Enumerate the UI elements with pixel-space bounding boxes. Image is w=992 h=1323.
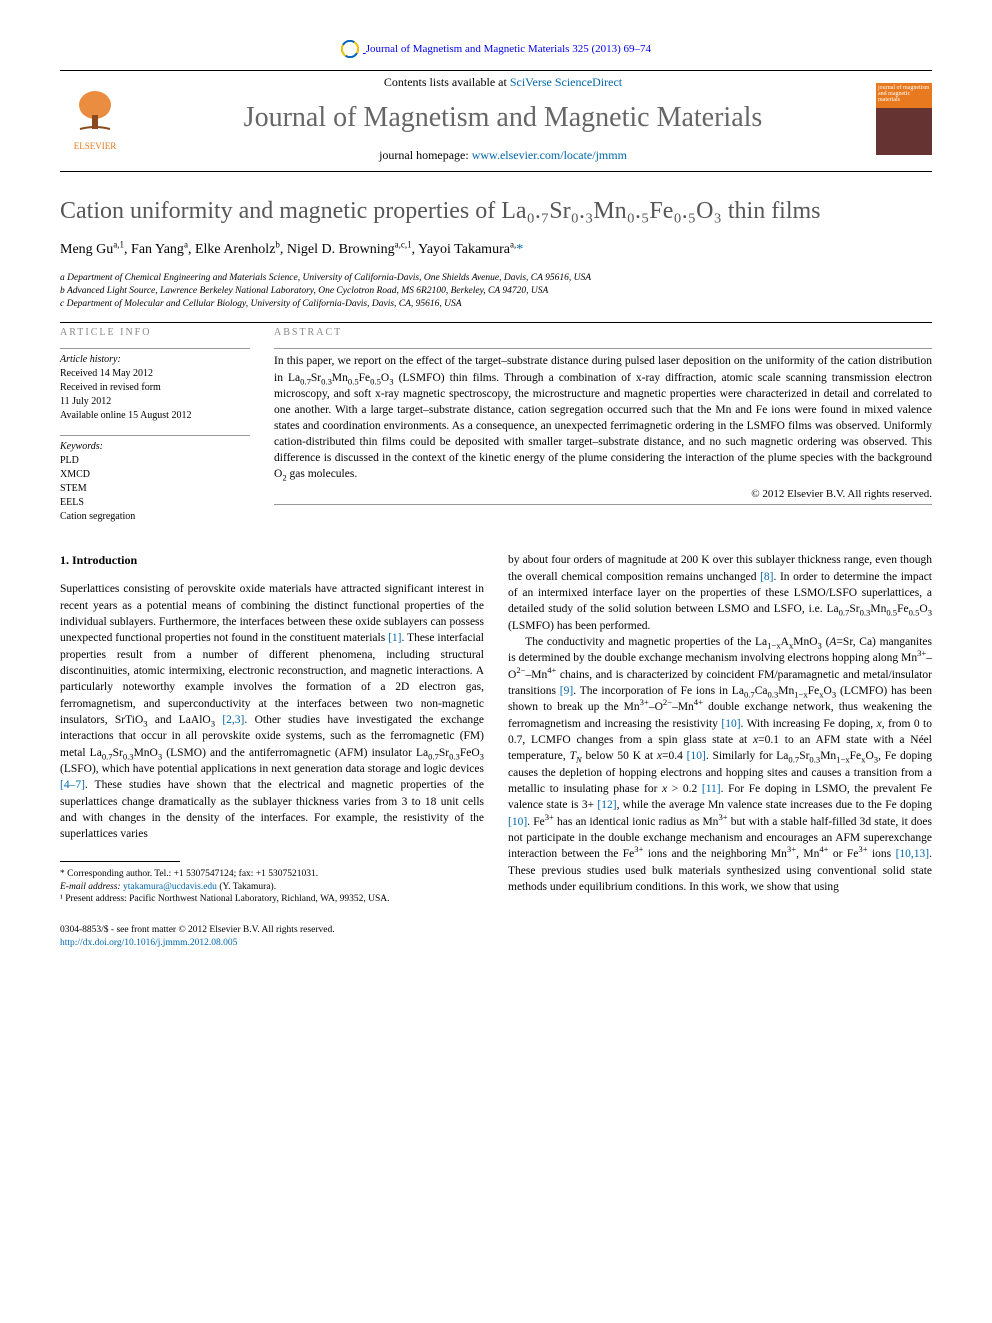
intro-paragraph-2: The conductivity and magnetic properties… (508, 634, 932, 895)
journal-cover-thumbnail: journal of magnetism and magnetic materi… (876, 83, 932, 155)
affiliation-b: b Advanced Light Source, Lawrence Berkel… (60, 285, 932, 298)
bottom-matter: 0304-8853/$ - see front matter © 2012 El… (60, 924, 484, 950)
doi-link[interactable]: http://dx.doi.org/10.1016/j.jmmm.2012.08… (60, 938, 237, 948)
keyword-0: PLD (60, 455, 79, 466)
body-column-right: by about four orders of magnitude at 200… (508, 552, 932, 949)
journal-name: Journal of Magnetism and Magnetic Materi… (130, 102, 876, 134)
elsevier-tree-icon (70, 87, 120, 137)
footnotes: * Corresponding author. Tel.: +1 5307547… (60, 868, 484, 906)
footnote-corresponding: * Corresponding author. Tel.: +1 5307547… (60, 868, 484, 881)
homepage-prefix: journal homepage: (379, 148, 472, 162)
elsevier-name: ELSEVIER (60, 141, 130, 151)
keyword-1: XMCD (60, 469, 90, 480)
history-revised-2: 11 July 2012 (60, 396, 111, 407)
abstract-heading: ABSTRACT (274, 327, 932, 338)
footnote-email: E-mail address: ytakamura@ucdavis.edu (Y… (60, 881, 484, 894)
email-who: (Y. Takamura). (217, 882, 276, 892)
divider-info-2 (60, 435, 250, 436)
intro-paragraph-1-cont: by about four orders of magnitude at 200… (508, 552, 932, 634)
contents-list: Contents lists available at SciVerse Sci… (130, 75, 876, 90)
keyword-4: Cation segregation (60, 511, 135, 522)
section-heading: 1. Introduction (60, 552, 484, 569)
divider-info-1 (60, 348, 250, 349)
copyright: © 2012 Elsevier B.V. All rights reserved… (274, 488, 932, 500)
issn-line: 0304-8853/$ - see front matter © 2012 El… (60, 924, 484, 937)
affiliation-c: c Department of Molecular and Cellular B… (60, 298, 932, 311)
email-link[interactable]: ytakamura@ucdavis.edu (123, 882, 217, 892)
crossmark-bar: Journal of Magnetism and Magnetic Materi… (60, 40, 932, 58)
divider-above-meta (60, 322, 932, 323)
crossmark-journal-ref: Journal of Magnetism and Magnetic Materi… (366, 43, 651, 55)
affiliation-a: a Department of Chemical Engineering and… (60, 272, 932, 285)
keyword-3: EELS (60, 497, 84, 508)
abstract-column: ABSTRACT In this paper, we report on the… (274, 327, 932, 524)
article-history: Article history: Received 14 May 2012 Re… (60, 353, 250, 423)
article-title: Cation uniformity and magnetic propertie… (60, 196, 932, 226)
intro-paragraph-1: Superlattices consisting of perovskite o… (60, 581, 484, 842)
divider-abstract-1 (274, 348, 932, 349)
homepage-link[interactable]: www.elsevier.com/locate/jmmm (472, 148, 627, 162)
divider-top (60, 70, 932, 71)
crossmark-icon (341, 40, 359, 58)
authors: Meng Gua,1, Fan Yanga, Elke Arenholzb, N… (60, 242, 932, 258)
article-info-heading: ARTICLE INFO (60, 327, 250, 338)
footnote-rule (60, 861, 180, 862)
keywords-label: Keywords: (60, 440, 250, 454)
elsevier-logo: ELSEVIER (60, 87, 130, 151)
masthead: ELSEVIER Contents lists available at Sci… (60, 75, 932, 163)
history-label: Article history: (60, 353, 250, 367)
journal-homepage: journal homepage: www.elsevier.com/locat… (130, 148, 876, 163)
abstract-text: In this paper, we report on the effect o… (274, 353, 932, 482)
divider-below-masthead (60, 171, 932, 172)
contents-list-prefix: Contents lists available at (384, 75, 510, 89)
sciencedirect-link[interactable]: SciVerse ScienceDirect (510, 75, 622, 89)
affiliations: a Department of Chemical Engineering and… (60, 272, 932, 310)
crossmark-link[interactable]: Journal of Magnetism and Magnetic Materi… (341, 43, 651, 55)
footnote-1: ¹ Present address: Pacific Northwest Nat… (60, 893, 484, 906)
history-received: Received 14 May 2012 (60, 368, 153, 379)
keyword-2: STEM (60, 483, 87, 494)
article-info-column: ARTICLE INFO Article history: Received 1… (60, 327, 250, 524)
divider-abstract-2 (274, 504, 932, 505)
history-revised-1: Received in revised form (60, 382, 161, 393)
keywords: Keywords: PLD XMCD STEM EELS Cation segr… (60, 440, 250, 524)
body-column-left: 1. Introduction Superlattices consisting… (60, 552, 484, 949)
email-label: E-mail address: (60, 882, 123, 892)
history-online: Available online 15 August 2012 (60, 410, 191, 421)
